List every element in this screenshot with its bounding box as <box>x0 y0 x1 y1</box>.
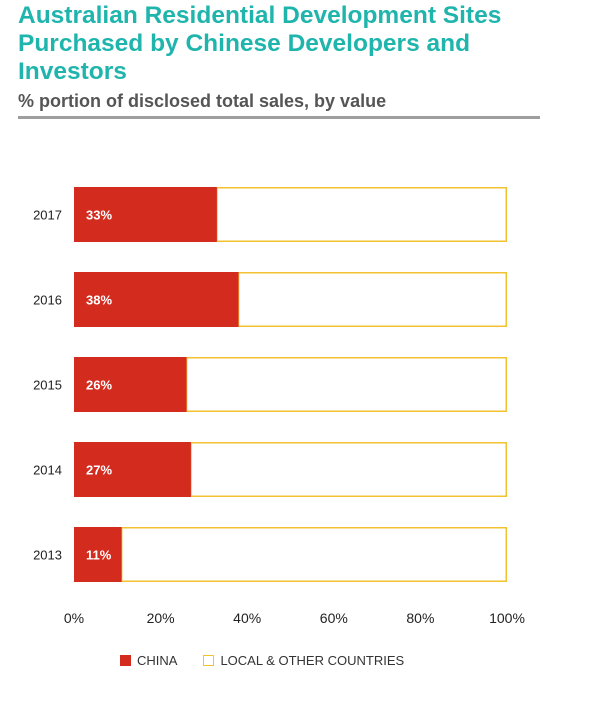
title-divider <box>18 116 540 119</box>
x-tick-label: 0% <box>64 610 84 626</box>
chart-subtitle: % portion of disclosed total sales, by v… <box>18 91 387 111</box>
legend: CHINA LOCAL & OTHER COUNTRIES <box>120 653 430 668</box>
bar-china-2017 <box>74 187 217 242</box>
category-label-2016: 2016 <box>33 293 62 308</box>
legend-item-local: LOCAL & OTHER COUNTRIES <box>203 653 404 668</box>
x-tick-label: 40% <box>233 610 261 626</box>
data-label-2014: 27% <box>86 463 112 478</box>
chart-title: Australian Residential Development Sites… <box>18 2 502 85</box>
bar-china-2016 <box>74 272 239 327</box>
category-label-2015: 2015 <box>33 378 62 393</box>
x-tick-label: 20% <box>147 610 175 626</box>
category-label-2017: 2017 <box>33 208 62 223</box>
bar-chart: 33% 2017 38% 2016 26% 2015 27% 2014 11% 2013 0% 20%… <box>33 187 525 626</box>
data-label-2016: 38% <box>86 293 112 308</box>
bar-china-2013 <box>74 527 122 582</box>
category-label-2014: 2014 <box>33 463 62 478</box>
legend-label-china: CHINA <box>137 653 178 668</box>
data-label-2015: 26% <box>86 378 112 393</box>
x-tick-label: 60% <box>320 610 348 626</box>
x-tick-label: 80% <box>406 610 434 626</box>
legend-swatch-china <box>120 655 131 666</box>
legend-label-local: LOCAL & OTHER COUNTRIES <box>220 653 405 668</box>
data-label-2017: 33% <box>86 208 112 223</box>
bar-local-2017 <box>216 187 507 242</box>
x-tick-label: 100% <box>489 610 525 626</box>
bar-china-2015 <box>74 357 187 412</box>
data-label-2013: 11% <box>86 548 112 563</box>
legend-swatch-local <box>203 655 215 666</box>
bar-local-2015 <box>185 357 508 412</box>
bar-local-2013 <box>120 527 507 582</box>
bar-china-2014 <box>74 442 191 497</box>
bar-local-2014 <box>190 442 507 497</box>
legend-item-china: CHINA <box>120 653 177 668</box>
category-label-2013: 2013 <box>33 548 62 563</box>
bar-local-2016 <box>237 272 507 327</box>
